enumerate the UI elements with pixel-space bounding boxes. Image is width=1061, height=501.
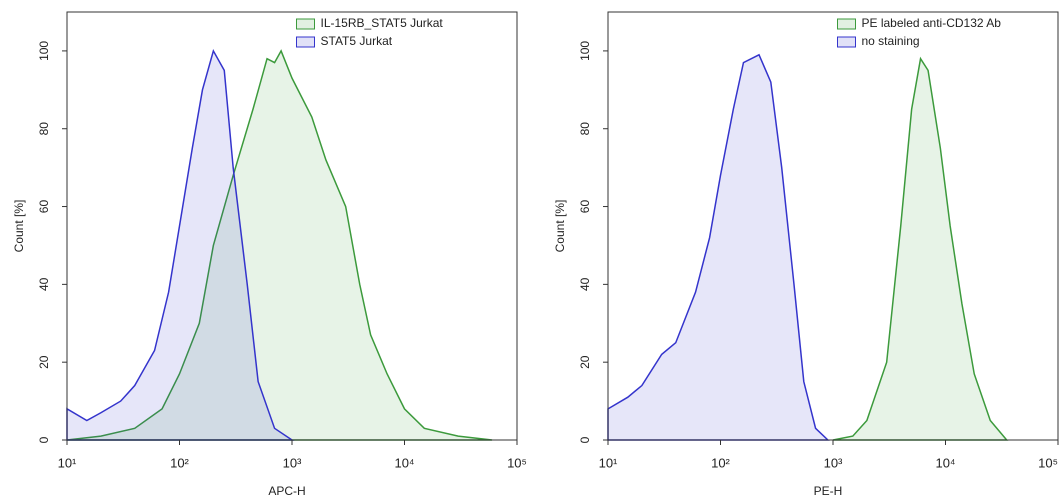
- x-tick-label: 10²: [711, 455, 730, 470]
- x-tick-label: 10¹: [58, 455, 77, 470]
- legend-label: no staining: [862, 34, 920, 48]
- x-tick-label: 10¹: [599, 455, 618, 470]
- y-tick-label: 40: [578, 277, 592, 291]
- histogram-area: [66, 49, 493, 441]
- legend-label: IL-15RB_STAT5 Jurkat: [321, 16, 444, 30]
- x-tick-label: 10²: [170, 455, 189, 470]
- x-tick-label: 10⁵: [507, 455, 527, 470]
- legend-label: PE labeled anti-CD132 Ab: [862, 16, 1002, 30]
- y-tick-label: 80: [578, 122, 592, 136]
- histogram-area: [66, 48, 295, 441]
- x-axis-label: PE-H: [814, 484, 843, 498]
- x-axis-label: APC-H: [268, 484, 305, 498]
- y-tick-label: 80: [37, 122, 51, 136]
- histogram-area: [832, 56, 1009, 441]
- legend-swatch: [296, 18, 315, 30]
- y-tick-label: 100: [578, 41, 592, 61]
- y-tick-label: 20: [578, 355, 592, 369]
- x-tick-label: 10³: [824, 455, 843, 470]
- y-tick-label: 0: [37, 436, 51, 443]
- y-tick-label: 40: [37, 277, 51, 291]
- x-tick-label: 10⁵: [1038, 455, 1058, 470]
- legend-swatch: [837, 36, 856, 48]
- x-tick-label: 10⁴: [935, 455, 955, 470]
- x-tick-label: 10³: [283, 455, 302, 470]
- y-tick-label: 60: [578, 200, 592, 214]
- y-tick-label: 100: [37, 41, 51, 61]
- y-axis-label: Count [%]: [12, 200, 26, 253]
- legend-label: STAT5 Jurkat: [321, 34, 393, 48]
- histogram-area: [607, 53, 830, 441]
- y-axis-label: Count [%]: [553, 200, 567, 253]
- y-tick-label: 60: [37, 200, 51, 214]
- y-tick-label: 20: [37, 355, 51, 369]
- legend-swatch: [837, 18, 856, 30]
- x-tick-label: 10⁴: [394, 455, 414, 470]
- y-tick-label: 0: [578, 436, 592, 443]
- legend-swatch: [296, 36, 315, 48]
